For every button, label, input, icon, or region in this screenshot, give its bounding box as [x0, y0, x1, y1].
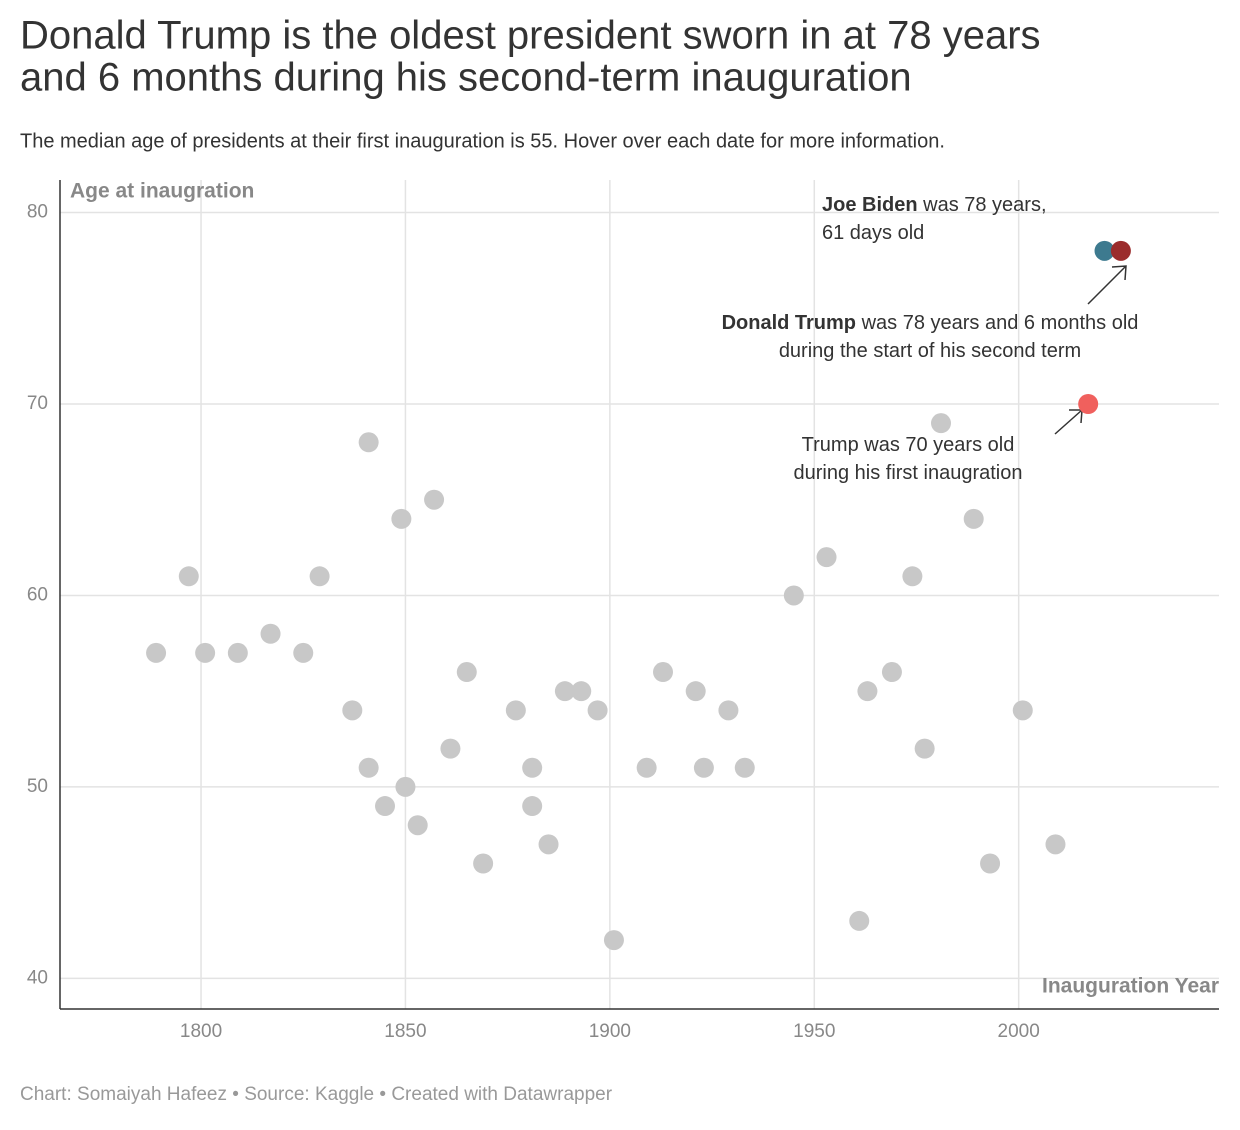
point: [375, 796, 396, 817]
point: [146, 642, 167, 663]
point: [902, 566, 923, 587]
point: [342, 700, 363, 721]
point: [407, 815, 428, 836]
point: [718, 700, 739, 721]
point: [260, 623, 281, 644]
point: [522, 796, 543, 817]
point: [931, 413, 952, 434]
point: [1110, 240, 1131, 261]
x-tick-label: 1800: [180, 1021, 222, 1042]
point: [195, 642, 216, 663]
annotation: Trump was 70 years old: [802, 434, 1015, 456]
point: [636, 757, 657, 778]
point: [1045, 834, 1066, 855]
y-tick-label: 70: [27, 393, 48, 414]
annotation-text: was 78 years and 6 months old: [856, 312, 1138, 334]
point: [963, 508, 984, 529]
point: [603, 930, 624, 951]
point: [227, 642, 248, 663]
x-tick-label: 1950: [793, 1021, 835, 1042]
point: [783, 585, 804, 606]
point: [440, 738, 461, 759]
point: [587, 700, 608, 721]
annotation-text: during his first inaugration: [793, 462, 1022, 484]
point: [881, 662, 902, 683]
point: [391, 508, 412, 529]
arrow: [1054, 409, 1083, 435]
y-tick-label: 50: [27, 776, 48, 797]
point: [538, 834, 559, 855]
point: [1078, 394, 1099, 415]
y-tick-label: 80: [27, 202, 48, 223]
point: [734, 757, 755, 778]
y-tick-label: 60: [27, 584, 48, 605]
annotations: Joe Biden was 78 years, 61 days old Donald…: [722, 194, 1139, 484]
x-axis-label: Inauguration Year: [1042, 975, 1219, 998]
y-axis-label: Age at inaugration: [70, 180, 254, 203]
y-tick-label: 40: [27, 967, 48, 988]
point: [358, 432, 379, 453]
point: [358, 757, 379, 778]
annotation-text: was 78 years,: [918, 194, 1047, 216]
point: [857, 681, 878, 702]
annotation-text: Trump was 70 years old: [802, 434, 1015, 456]
point: [424, 489, 445, 510]
annotation-text: 61 days old: [822, 222, 924, 244]
point: [473, 853, 494, 874]
point: [849, 910, 870, 931]
annotation: 61 days old: [822, 222, 924, 244]
point: [693, 757, 714, 778]
footer: Chart: Somaiyah Hafeez • Source: Kaggle …: [20, 1084, 613, 1105]
annotation-bold: Donald Trump: [722, 312, 856, 334]
point: [456, 662, 477, 683]
arrow: [1087, 265, 1127, 305]
x-tick-label: 1850: [384, 1021, 426, 1042]
point: [685, 681, 706, 702]
x-tick-label: 1900: [589, 1021, 631, 1042]
point: [571, 681, 592, 702]
point: [293, 642, 314, 663]
subtitle: The median age of presidents at their fi…: [20, 130, 945, 152]
chart-title: Donald Trump is the oldest president swo…: [20, 14, 1041, 58]
point: [178, 566, 199, 587]
point: [395, 776, 416, 797]
annotation-bold: Joe Biden: [822, 194, 918, 216]
point: [1012, 700, 1033, 721]
point: [980, 853, 1001, 874]
point: [505, 700, 526, 721]
point: [914, 738, 935, 759]
point: [816, 547, 837, 568]
annotation-text: during the start of his second term: [779, 340, 1081, 362]
point: [653, 662, 674, 683]
point: [554, 681, 575, 702]
annotation: during his first inaugration: [793, 462, 1022, 484]
grid: [60, 180, 1219, 1009]
point: [1094, 240, 1115, 261]
point: [309, 566, 330, 587]
chart-title: and 6 months during his second-term inau…: [20, 56, 912, 100]
annotation: Donald Trump was 78 years and 6 months o…: [722, 312, 1139, 334]
point: [522, 757, 543, 778]
annotation: during the start of his second term: [779, 340, 1081, 362]
x-tick-label: 2000: [998, 1021, 1040, 1042]
annotation: Joe Biden was 78 years,: [822, 194, 1047, 216]
